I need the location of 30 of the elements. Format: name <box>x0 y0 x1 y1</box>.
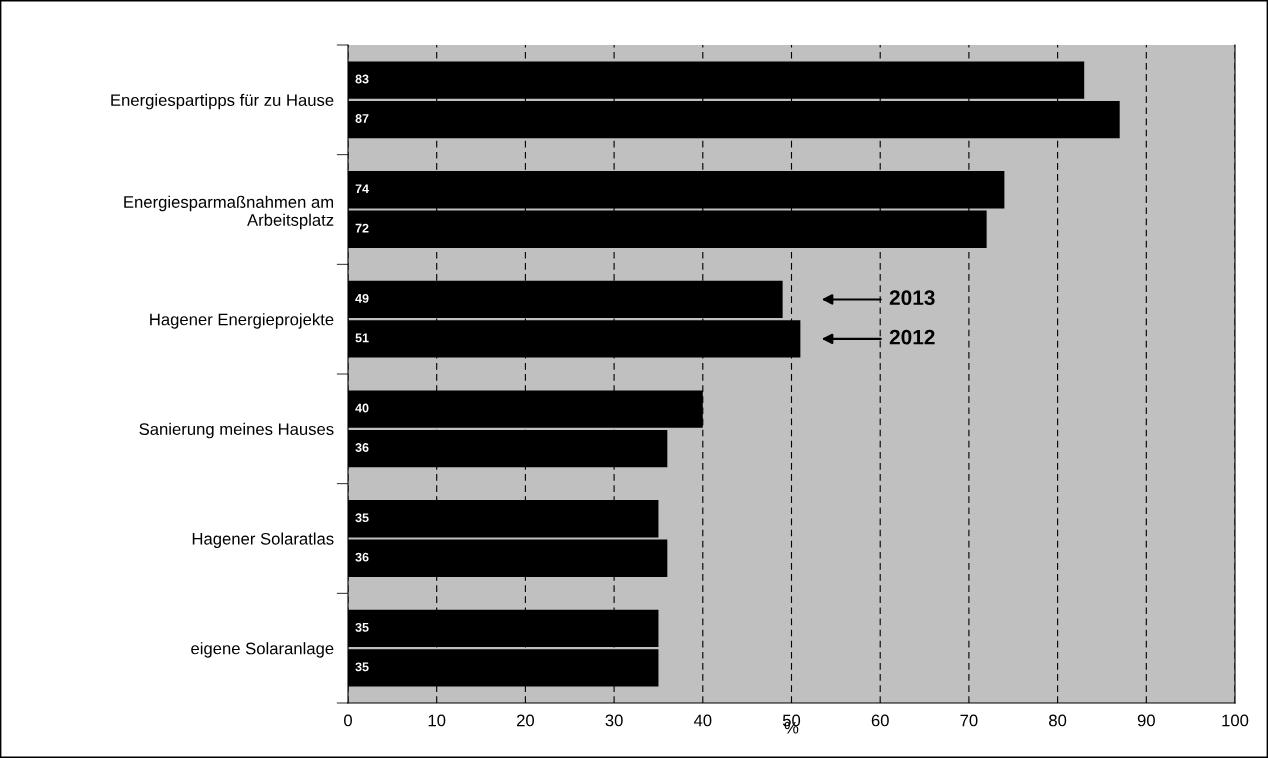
data-label: 83 <box>355 74 369 84</box>
data-label: 72 <box>355 223 369 233</box>
y-tick-label: Energiesparmaßnahmen am Arbeitsplatz <box>124 195 334 230</box>
x-tick-label: 60 <box>871 714 889 727</box>
legend-label: 2013 <box>889 290 935 306</box>
y-tick-label: Hagener Solaratlas <box>192 532 334 548</box>
data-label: 40 <box>355 403 369 413</box>
data-label: 51 <box>355 333 369 343</box>
y-tick-label: eigene Solaranlage <box>191 642 334 658</box>
x-tick-label: 40 <box>693 714 712 727</box>
data-label: 35 <box>355 622 369 632</box>
y-tick-label: Energiespartipps für zu Hause <box>111 93 334 110</box>
x-tick-label: 30 <box>605 714 623 727</box>
legend-label: 2012 <box>889 329 935 345</box>
data-label: 49 <box>355 293 369 303</box>
data-label: 36 <box>355 552 369 562</box>
data-label: 35 <box>355 662 369 672</box>
data-label: 74 <box>355 184 369 193</box>
x-tick-label: 20 <box>516 714 535 727</box>
data-label: 87 <box>355 114 369 123</box>
x-tick-label: 100 <box>1222 714 1249 727</box>
x-tick-label: 0 <box>344 714 352 727</box>
y-tick-label: Sanierung meines Hauses <box>139 422 334 439</box>
data-label: 36 <box>355 443 369 452</box>
x-tick-label: 10 <box>428 714 446 727</box>
x-tick-label: 90 <box>1137 714 1155 727</box>
x-tick-label: 70 <box>960 714 978 727</box>
data-label: 35 <box>355 513 369 523</box>
y-tick-label: Hagener Energieprojekte <box>150 313 334 329</box>
x-tick-label: 80 <box>1049 714 1067 727</box>
